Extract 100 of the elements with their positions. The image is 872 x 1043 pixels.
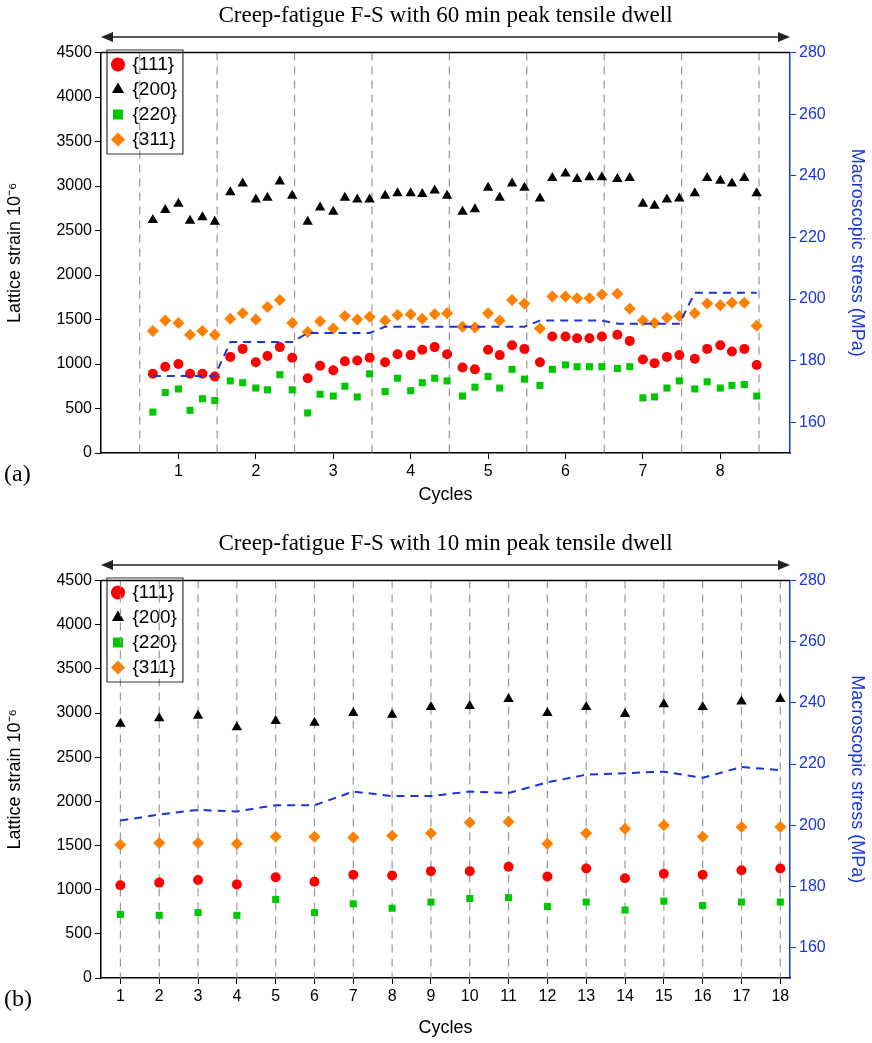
point	[237, 343, 248, 354]
point	[184, 328, 197, 341]
legend-label: {200}	[132, 77, 177, 99]
point	[596, 171, 608, 181]
point	[661, 351, 672, 362]
point	[329, 392, 337, 400]
point	[696, 830, 709, 843]
point	[231, 879, 242, 890]
point	[250, 357, 261, 368]
point	[405, 187, 416, 197]
y2-tick-label: 200	[799, 815, 826, 833]
y-tick-label: 3500	[56, 659, 93, 677]
point	[442, 349, 453, 360]
point	[739, 343, 750, 354]
point	[571, 292, 584, 305]
point	[503, 692, 514, 702]
point	[154, 877, 165, 888]
point	[431, 374, 439, 382]
point	[660, 897, 668, 905]
point	[391, 309, 404, 322]
point	[573, 363, 581, 371]
x-tick-label: 6	[561, 462, 571, 480]
text: (b)	[4, 985, 32, 1012]
point	[560, 167, 571, 177]
x-tick-label: 1	[115, 987, 125, 1005]
point	[494, 350, 505, 361]
point	[249, 313, 262, 326]
point	[547, 172, 558, 182]
point	[363, 310, 376, 323]
point	[702, 343, 713, 354]
point	[736, 695, 747, 705]
point	[352, 355, 363, 366]
point	[443, 377, 451, 385]
point	[775, 692, 786, 702]
y2-tick-label: 220	[799, 754, 826, 772]
point	[776, 898, 784, 906]
x-tick-label: 12	[538, 987, 557, 1005]
point	[520, 375, 528, 383]
y2-tick-label: 200	[799, 289, 826, 307]
y-tick-label: 1000	[56, 880, 93, 898]
point	[225, 186, 236, 196]
legend-label: {111}	[132, 580, 175, 602]
y2-axis-title: Macroscopic stress (MPa)	[848, 675, 869, 884]
point	[507, 340, 518, 351]
point	[547, 331, 558, 342]
point	[417, 344, 428, 355]
point	[611, 287, 624, 300]
point	[441, 307, 454, 320]
point	[548, 365, 556, 373]
point	[560, 331, 571, 342]
y-tick-label: 4500	[56, 571, 93, 589]
point	[211, 396, 219, 405]
point	[160, 204, 171, 214]
x-tick-label: 15	[654, 987, 673, 1005]
y2-tick-label: 160	[799, 937, 826, 955]
point	[726, 346, 737, 357]
point	[508, 365, 516, 373]
point	[353, 393, 361, 401]
point	[185, 368, 196, 379]
point	[252, 384, 260, 392]
point	[315, 360, 326, 371]
text: (a)	[4, 460, 31, 487]
point	[543, 902, 551, 910]
point	[716, 384, 724, 392]
point	[571, 172, 583, 182]
point	[288, 386, 296, 394]
point	[519, 343, 530, 354]
point	[636, 314, 649, 327]
point	[469, 203, 481, 213]
point	[272, 895, 280, 903]
y-tick-label: 500	[65, 924, 93, 942]
y-tick-label: 2500	[56, 747, 93, 765]
y-tick-label: 3000	[56, 703, 93, 721]
point	[261, 301, 274, 314]
point	[230, 837, 243, 850]
point	[348, 707, 359, 717]
point	[649, 358, 660, 369]
point	[192, 836, 205, 849]
point	[379, 189, 391, 199]
point	[239, 379, 247, 387]
point	[155, 911, 163, 919]
point	[623, 302, 636, 315]
x-tick-label: 17	[732, 987, 751, 1005]
point	[193, 874, 204, 885]
point	[392, 187, 403, 197]
point	[740, 380, 748, 389]
point	[457, 362, 468, 373]
point	[619, 822, 632, 835]
point	[542, 707, 553, 717]
y2-tick-label: 240	[799, 693, 826, 711]
point	[236, 307, 249, 320]
point	[541, 837, 554, 850]
point	[493, 314, 506, 327]
point	[429, 342, 440, 353]
point	[149, 408, 157, 416]
point	[663, 384, 671, 392]
point	[459, 392, 467, 400]
point	[386, 708, 398, 718]
point	[534, 357, 545, 368]
point	[506, 293, 519, 306]
